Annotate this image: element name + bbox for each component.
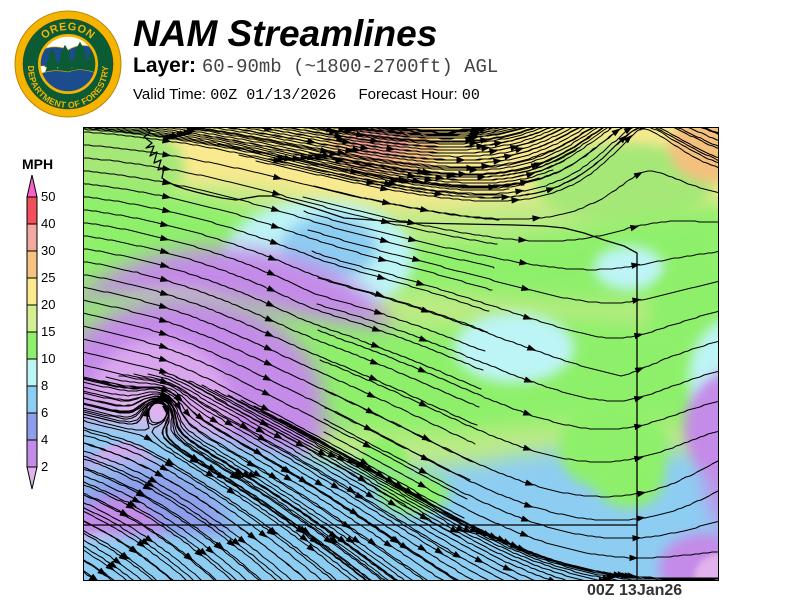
svg-text:8: 8 [41,378,48,393]
svg-text:25: 25 [41,270,55,285]
svg-text:10: 10 [41,351,55,366]
svg-text:30: 30 [41,243,55,258]
svg-text:15: 15 [41,324,55,339]
svg-text:20: 20 [41,297,55,312]
svg-text:MPH: MPH [22,157,53,172]
svg-text:4: 4 [41,432,48,447]
svg-text:50: 50 [41,189,55,204]
svg-text:6: 6 [41,405,48,420]
svg-text:2: 2 [41,459,48,474]
svg-text:40: 40 [41,216,55,231]
